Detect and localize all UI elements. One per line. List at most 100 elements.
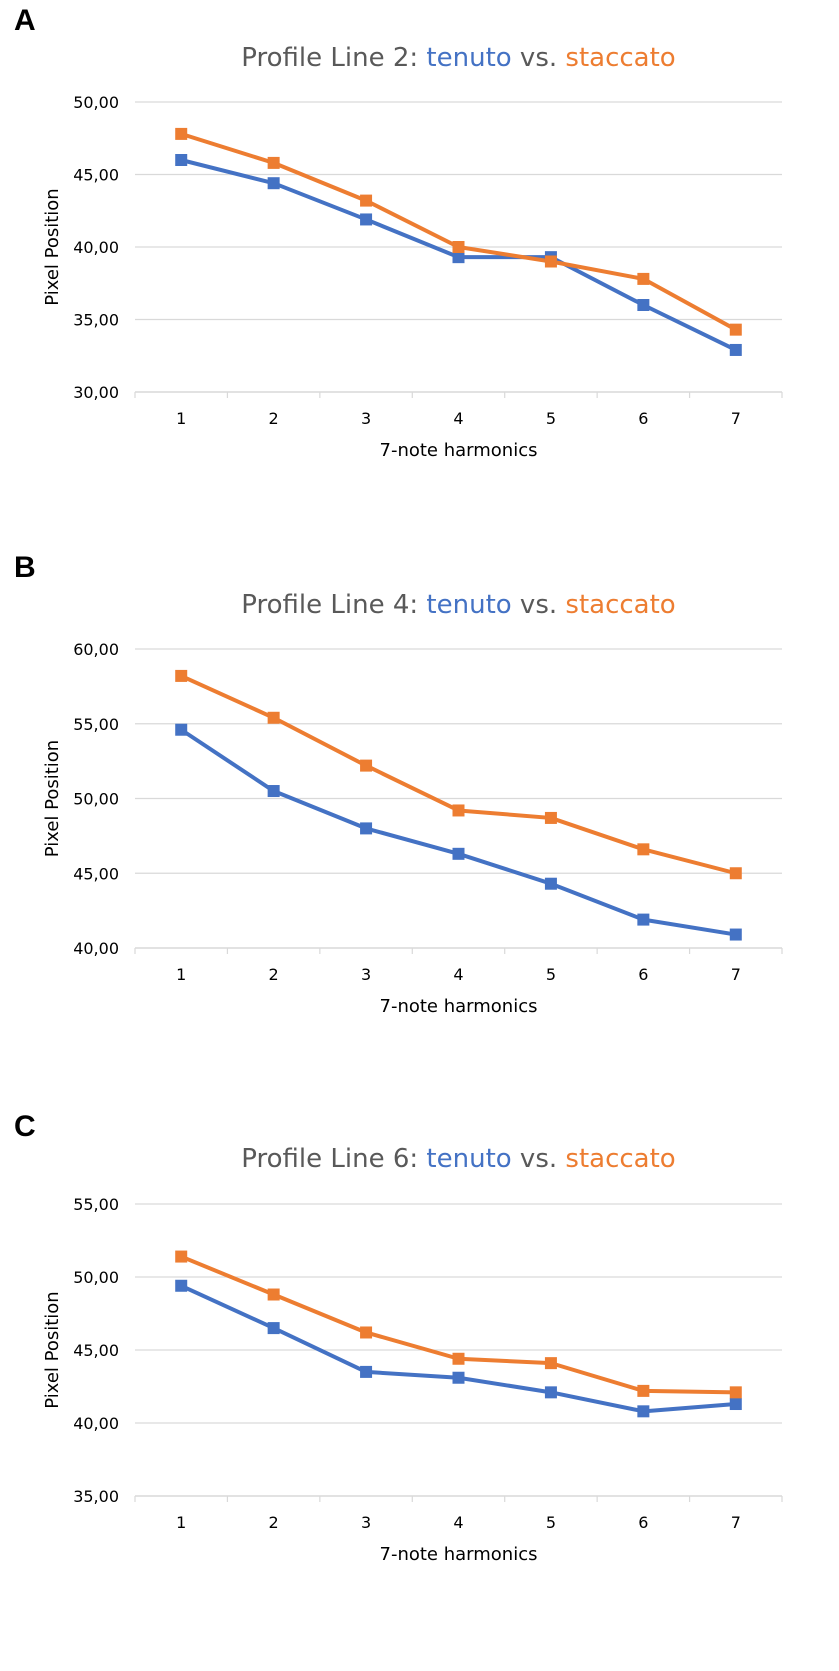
y-tick-label: 35,00 [73, 311, 119, 330]
data-point-staccato [360, 1326, 373, 1339]
data-point-staccato [360, 759, 373, 772]
data-point-tenuto [452, 1371, 465, 1384]
data-point-staccato [544, 1357, 557, 1370]
data-point-tenuto [637, 299, 650, 311]
x-tick-label: 7 [731, 965, 741, 984]
data-point-tenuto [637, 913, 650, 926]
data-point-staccato [452, 241, 465, 253]
line-chart: Profile Line 2: tenuto vs. staccato 30,00… [42, 43, 783, 461]
chart-panel-c: C Profile Line 6: tenuto vs. staccato 35,… [0, 1110, 839, 1666]
data-point-staccato [637, 1384, 650, 1397]
line-chart: Profile Line 6: tenuto vs. staccato 35,00… [42, 1144, 783, 1565]
data-point-staccato [175, 669, 188, 682]
x-tick-label: 4 [453, 409, 463, 428]
x-tick-label: 4 [453, 1513, 463, 1532]
y-tick-label: 55,00 [73, 715, 119, 734]
panel-label: A [14, 4, 36, 37]
data-point-staccato [267, 156, 280, 169]
x-tick-label: 2 [269, 1513, 279, 1532]
chart-title: Profile Line 4: tenuto vs. staccato [241, 590, 675, 620]
y-tick-label: 50,00 [73, 1268, 119, 1287]
title-series-staccato: staccato [565, 43, 675, 73]
x-tick-label: 2 [269, 409, 279, 428]
y-tick-label: 55,00 [73, 1195, 119, 1214]
data-point-staccato [544, 255, 557, 268]
data-point-tenuto [175, 723, 188, 736]
x-tick-label: 7 [731, 1513, 741, 1532]
x-tick-label: 6 [638, 409, 648, 428]
y-axis-label: Pixel Position [42, 1291, 63, 1408]
data-point-tenuto [452, 847, 465, 860]
series-line-tenuto [180, 728, 737, 937]
y-axis-label: Pixel Position [42, 740, 63, 857]
y-tick-label: 45,00 [73, 864, 119, 883]
data-point-tenuto [452, 251, 465, 264]
chart-panel-b: B Profile Line 4: tenuto vs. staccato 40,… [0, 551, 839, 1093]
data-point-tenuto [267, 785, 280, 798]
data-point-staccato [267, 711, 280, 724]
panel-label: C [14, 1110, 36, 1143]
title-separator: vs. [512, 43, 566, 73]
x-tick-label: 6 [638, 1513, 648, 1532]
title-series-staccato: staccato [565, 1144, 675, 1174]
data-point-tenuto [729, 1398, 742, 1411]
data-point-staccato [452, 804, 465, 817]
title-series-tenuto: tenuto [426, 590, 511, 620]
x-tick-label: 1 [176, 1513, 186, 1532]
title-prefix: Profile Line 2: [241, 43, 426, 73]
data-point-tenuto [175, 1279, 188, 1292]
title-separator: vs. [512, 1144, 566, 1174]
x-tick-label: 5 [546, 1513, 556, 1532]
data-point-tenuto [267, 177, 280, 190]
y-tick-label: 40,00 [73, 238, 119, 257]
data-point-staccato [175, 127, 188, 140]
data-point-staccato [452, 1352, 465, 1365]
chart-title: Profile Line 6: tenuto vs. staccato [241, 1144, 675, 1174]
data-point-staccato [637, 843, 650, 856]
data-point-tenuto [267, 1322, 280, 1335]
y-tick-label: 40,00 [73, 1414, 119, 1433]
y-tick-label: 50,00 [73, 93, 119, 112]
panel-label: B [14, 551, 36, 584]
data-point-staccato [360, 194, 373, 207]
y-tick-label: 60,00 [73, 640, 119, 659]
x-tick-label: 5 [546, 409, 556, 428]
y-tick-label: 45,00 [73, 166, 119, 185]
data-point-staccato [175, 1250, 188, 1263]
data-point-tenuto [729, 928, 742, 941]
data-point-tenuto [360, 1365, 373, 1378]
data-point-tenuto [175, 154, 188, 166]
data-point-staccato [729, 1386, 742, 1399]
title-series-staccato: staccato [565, 590, 675, 620]
title-series-tenuto: tenuto [426, 43, 511, 73]
line-chart: Profile Line 4: tenuto vs. staccato 40,00… [42, 590, 783, 1017]
data-point-staccato [729, 867, 742, 880]
title-prefix: Profile Line 4: [241, 590, 426, 620]
x-axis-label: 7-note harmonics [380, 1544, 538, 1565]
x-tick-label: 1 [176, 965, 186, 984]
data-point-tenuto [729, 343, 742, 356]
title-series-tenuto: tenuto [426, 1144, 511, 1174]
x-tick-label: 5 [546, 965, 556, 984]
data-point-tenuto [544, 1386, 557, 1399]
x-tick-label: 3 [361, 965, 371, 984]
data-point-staccato [544, 811, 557, 824]
x-axis-label: 7-note harmonics [380, 996, 538, 1017]
y-tick-label: 50,00 [73, 790, 119, 809]
x-tick-label: 2 [269, 965, 279, 984]
chart-title: Profile Line 2: tenuto vs. staccato [241, 43, 675, 73]
y-tick-label: 45,00 [73, 1341, 119, 1360]
data-point-tenuto [637, 1405, 650, 1418]
data-point-tenuto [544, 877, 557, 890]
y-axis-label: Pixel Position [42, 188, 63, 305]
series-line-staccato [180, 674, 737, 876]
data-point-staccato [637, 272, 650, 285]
x-axis-label: 7-note harmonics [380, 440, 538, 461]
data-point-tenuto [360, 822, 373, 835]
x-tick-label: 7 [731, 409, 741, 428]
x-tick-label: 3 [361, 1513, 371, 1532]
y-tick-label: 30,00 [73, 383, 119, 402]
x-tick-label: 6 [638, 965, 648, 984]
chart-panel-a: A Profile Line 2: tenuto vs. staccato 30,… [0, 0, 839, 540]
data-point-staccato [267, 1288, 280, 1301]
